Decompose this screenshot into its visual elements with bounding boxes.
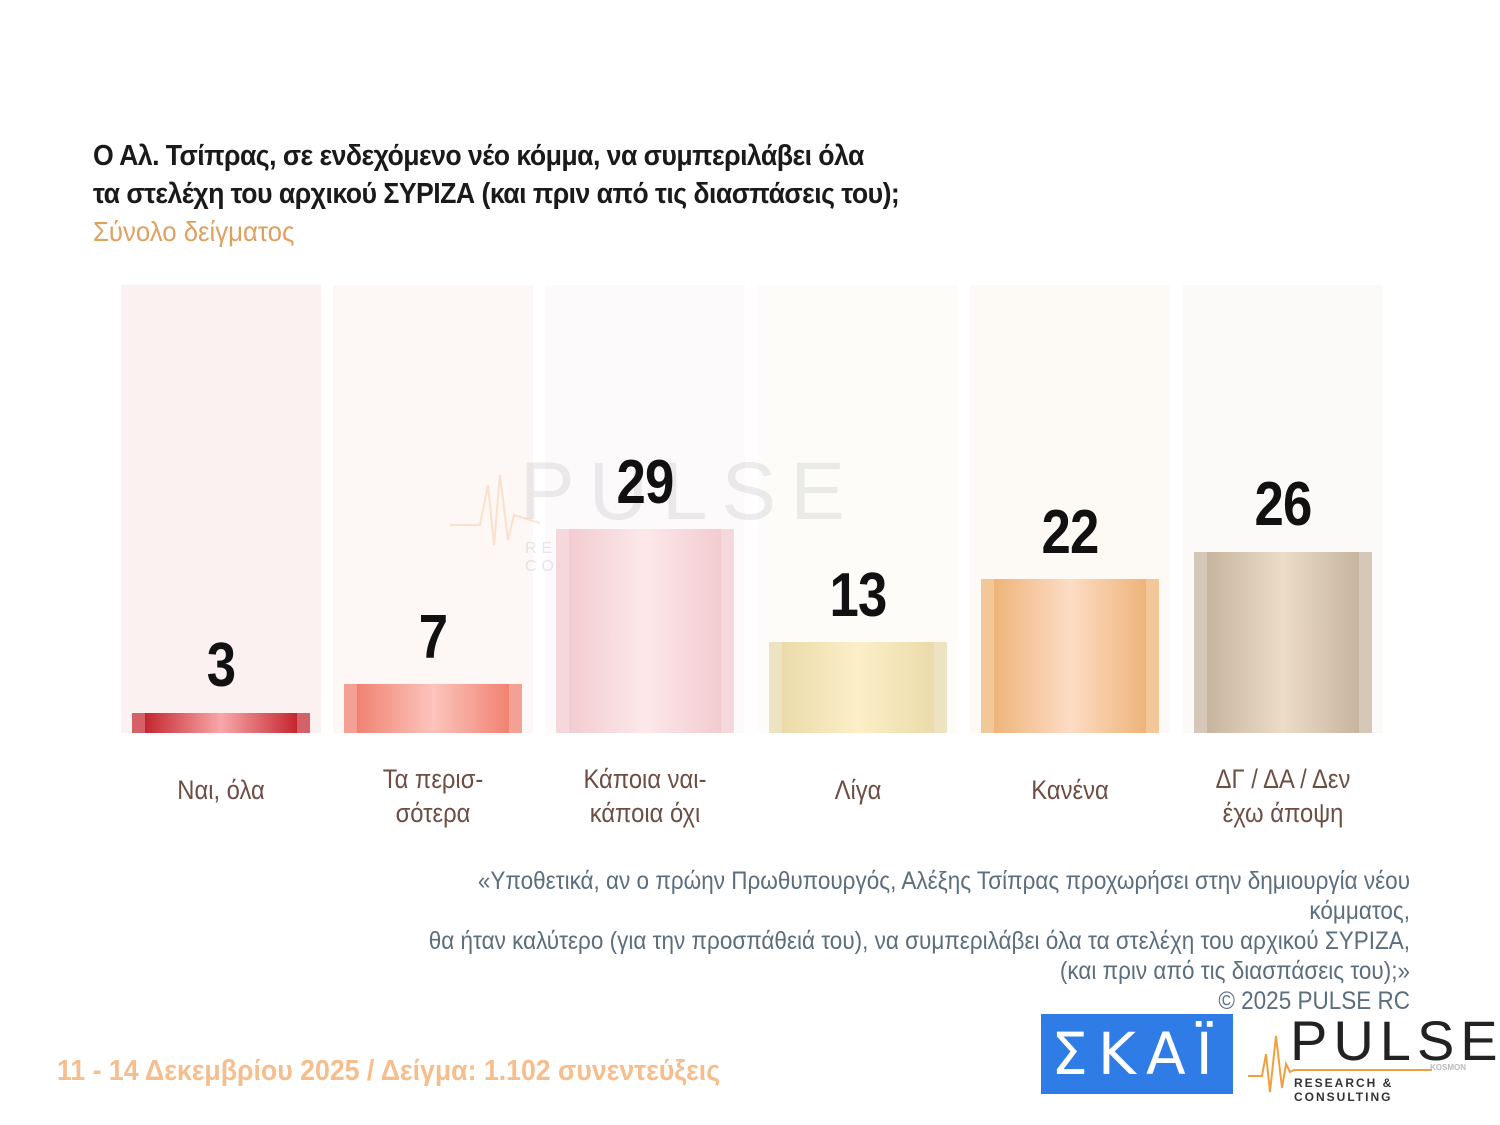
bar-ta-perissotera (344, 684, 522, 733)
category-label-kanena: Κανένα (1031, 775, 1109, 805)
value-label-liga: 13 (829, 561, 888, 630)
bar-kapoia-nai-kapoia-oxi (556, 529, 734, 733)
value-label-kapoia: 29 (616, 448, 675, 517)
category-label-liga: Λίγα (834, 775, 882, 805)
value-label-dg-da: 26 (1254, 470, 1313, 539)
question-text: «Υποθετικά, αν ο πρώην Πρωθυπουργός, Αλέ… (384, 866, 1410, 1016)
footer-date-sample: 11 - 14 Δεκεμβρίου 2025 / Δείγμα: 1.102 … (57, 1055, 721, 1087)
pulse-wave-icon (1248, 1035, 1432, 1093)
pulse-logo-sub: RESEARCH & CONSULTING (1294, 1076, 1394, 1104)
value-label-kanena: 22 (1041, 498, 1100, 567)
pulse-logo-word: PULSE (1290, 1009, 1500, 1072)
chart-title-line1: Ο Αλ. Τσίπρας, σε ενδεχόμενο νέο κόμμα, … (93, 140, 864, 172)
chart-title-line2: τα στελέχη του αρχικού ΣΥΡΙΖΑ (και πριν … (93, 178, 900, 210)
category-label-nai-ola: Ναι, όλα (177, 775, 265, 805)
category-label-ta-perissotera: Τα περισ- σότερα (382, 764, 484, 828)
bar-nai-ola (132, 713, 310, 733)
bar-dg-da (1194, 552, 1372, 733)
copyright: © 2025 PULSE RC (1218, 987, 1410, 1015)
value-label-ta-perissotera: 7 (418, 603, 448, 672)
bar-kanena (981, 579, 1159, 733)
pulse-logo-kosmon: KOSMON (1430, 1063, 1466, 1072)
category-label-kapoia: Κάποια ναι- κάποια όχι (583, 764, 707, 828)
column-background-2 (333, 285, 533, 733)
skai-logo: ΣΚΑΪ (1041, 1014, 1233, 1094)
column-background-1 (121, 285, 321, 733)
category-label-dg-da: ΔΓ / ΔΑ / Δεν έχω άποψη (1215, 764, 1351, 828)
value-label-nai-ola: 3 (206, 631, 236, 700)
bar-liga (769, 642, 947, 733)
pulse-logo: PULSE KOSMON RESEARCH & CONSULTING (1246, 1009, 1498, 1104)
chart-title: Ο Αλ. Τσίπρας, σε ενδεχόμενο νέο κόμμα, … (93, 137, 967, 213)
chart-subtitle: Σύνολο δείγματος (93, 216, 295, 247)
skai-logo-text: ΣΚΑΪ (1051, 1020, 1223, 1088)
